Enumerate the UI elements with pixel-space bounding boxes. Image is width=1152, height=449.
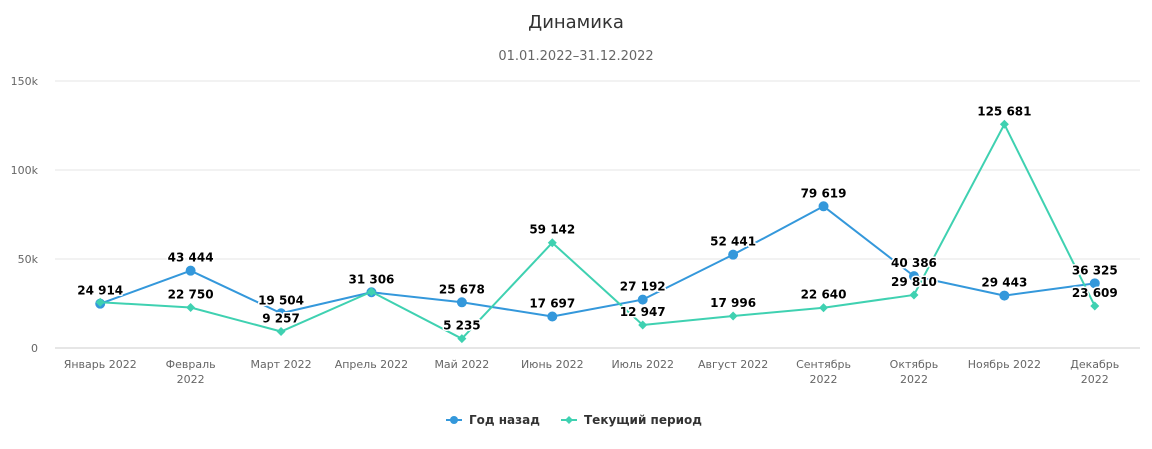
data-label: 43 444: [168, 251, 214, 265]
data-point[interactable]: [1090, 301, 1100, 311]
data-point[interactable]: [185, 265, 196, 276]
data-label: 29 810: [891, 275, 937, 289]
data-label: 25 678: [439, 282, 485, 296]
x-tick-line: Сентябрь: [796, 358, 851, 371]
x-tick-line: Ноябрь 2022: [968, 358, 1041, 371]
data-label: 52 441: [710, 235, 756, 249]
x-tick-line: Август 2022: [698, 358, 768, 371]
data-point[interactable]: [366, 287, 376, 297]
x-tick-line: Май 2022: [434, 358, 489, 371]
x-tick-label: Октябрь 2022: [890, 358, 939, 386]
x-tick-label: Декабрь 2022: [1070, 358, 1119, 386]
data-point[interactable]: [999, 119, 1009, 129]
data-label: 9 257: [262, 312, 300, 326]
data-label: 22 640: [801, 288, 847, 302]
x-tick-line: 2022: [900, 373, 928, 386]
series-line-1: [100, 123, 1096, 340]
data-point[interactable]: [276, 308, 287, 319]
x-tick-line: Июнь 2022: [521, 358, 584, 371]
data-label: 23 609: [1072, 286, 1118, 300]
x-tick-label: Январь 2022: [64, 358, 137, 371]
data-point[interactable]: [818, 201, 829, 212]
x-tick-label: Ноябрь 2022: [968, 358, 1041, 371]
series-layer: [95, 119, 1100, 344]
x-tick-label: Март 2022: [250, 358, 311, 371]
x-tick-line: Февраль: [166, 358, 216, 371]
legend-marker: [450, 416, 458, 424]
x-tick-label: Август 2022: [698, 358, 768, 371]
x-tick-label: Май 2022: [434, 358, 489, 371]
data-point[interactable]: [457, 334, 467, 344]
x-tick-line: Январь 2022: [64, 358, 137, 371]
grid-lines: [55, 80, 1140, 349]
data-label: 36 325: [1072, 263, 1118, 277]
series-line-0: [99, 205, 1095, 318]
data-point[interactable]: [728, 311, 738, 321]
x-tick-line: Март 2022: [250, 358, 311, 371]
data-label: 22 750: [168, 288, 214, 302]
data-point[interactable]: [1089, 278, 1100, 289]
data-label: 40 386: [891, 256, 937, 270]
x-tick-line: Декабрь: [1070, 358, 1119, 371]
data-labels-layer: 24 914 43 444 19 504 31 306 25 678 17 697 27 1…: [76, 103, 1120, 334]
x-tick-line: Июль 2022: [611, 358, 674, 371]
data-point[interactable]: [819, 303, 829, 313]
legend-item-1[interactable]: Текущий период: [561, 413, 702, 427]
x-tick-line: 2022: [810, 373, 838, 386]
data-label: 125 681: [977, 104, 1031, 118]
x-tick-line: 2022: [1081, 373, 1109, 386]
legend[interactable]: Год назад Текущий период: [446, 413, 702, 427]
x-tick-label: Июль 2022: [611, 358, 674, 371]
data-point[interactable]: [909, 290, 919, 300]
y-tick-label: 100k: [11, 164, 39, 177]
chart-title: Динамика: [528, 12, 624, 33]
y-tick-label: 150k: [11, 75, 39, 88]
data-label: 24 914: [77, 284, 123, 298]
data-label: 12 947: [620, 305, 666, 319]
x-axis: Январь 2022 Февраль 2022 Март 2022 Апрель 20…: [64, 358, 1120, 386]
legend-marker: [565, 416, 573, 424]
data-point[interactable]: [276, 327, 286, 337]
data-label: 27 192: [620, 280, 666, 294]
legend-label: Текущий период: [584, 413, 702, 427]
x-tick-line: Апрель 2022: [335, 358, 408, 371]
y-axis: 0 50k 100k 150k: [11, 75, 39, 355]
data-label: 79 619: [801, 186, 847, 200]
x-tick-label: Февраль 2022: [166, 358, 216, 386]
x-tick-line: Октябрь: [890, 358, 939, 371]
y-tick-label: 50k: [18, 253, 39, 266]
data-point[interactable]: [637, 294, 648, 305]
x-tick-line: 2022: [177, 373, 205, 386]
data-label: 19 504: [258, 293, 304, 307]
data-point[interactable]: [95, 297, 105, 307]
legend-item-0[interactable]: Год назад: [446, 413, 540, 427]
data-label: 59 142: [529, 223, 575, 237]
data-point[interactable]: [186, 303, 196, 313]
data-point[interactable]: [547, 238, 557, 248]
data-point[interactable]: [999, 290, 1010, 301]
x-tick-label: Сентябрь 2022: [796, 358, 851, 386]
data-label: 5 235: [443, 319, 481, 333]
data-label: 17 697: [529, 296, 575, 310]
data-point[interactable]: [547, 311, 558, 322]
data-label: 31 306: [348, 272, 394, 286]
data-point[interactable]: [456, 297, 467, 308]
x-tick-label: Июнь 2022: [521, 358, 584, 371]
data-point[interactable]: [728, 249, 739, 260]
data-label: 29 443: [981, 276, 1027, 290]
data-point[interactable]: [908, 271, 919, 282]
data-point[interactable]: [638, 320, 648, 330]
y-tick-label: 0: [31, 342, 38, 355]
chart-subtitle: 01.01.2022–31.12.2022: [498, 49, 653, 64]
legend-label: Год назад: [469, 413, 540, 427]
x-tick-label: Апрель 2022: [335, 358, 408, 371]
data-label: 17 996: [710, 296, 756, 310]
